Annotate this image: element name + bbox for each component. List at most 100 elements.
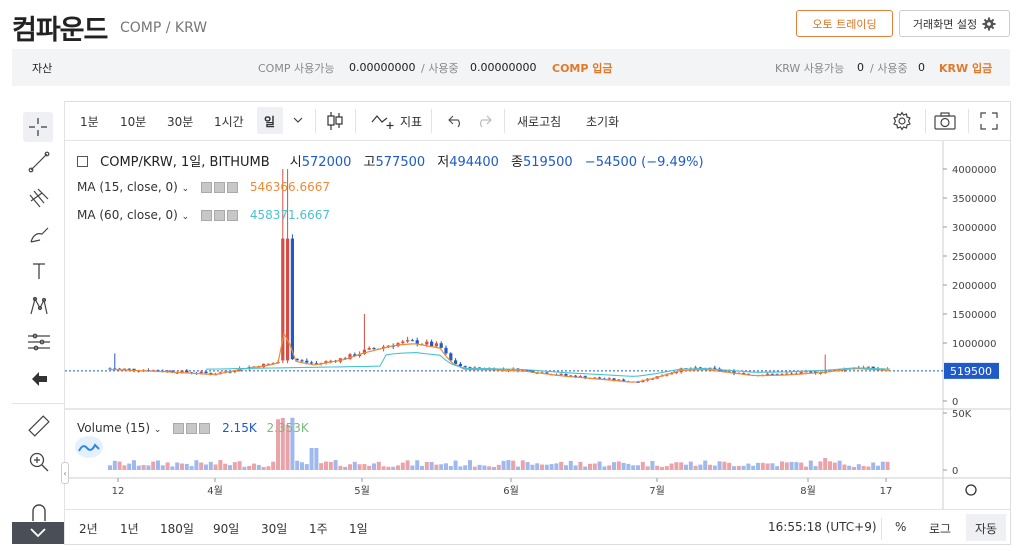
collapse-icon[interactable] [77,156,88,167]
chevron-down-icon[interactable] [293,117,303,124]
change-value: −54500 (−9.49%) [584,155,704,170]
prediction-icon[interactable] [26,329,52,355]
volume-bar [828,461,832,470]
collapse-left-button[interactable]: ‹ [61,462,69,484]
volume-bar [679,462,684,470]
gear-icon[interactable] [214,210,226,221]
ma-controls[interactable] [201,208,240,222]
candle-body [698,367,702,369]
range-2y[interactable]: 2년 [79,522,98,536]
screen-settings-label: 거래화면 설정 [912,17,978,31]
volume-bar [712,465,717,470]
chevron-down-icon[interactable]: ⌄ [181,212,190,222]
candle-body [166,370,170,372]
fullscreen-icon[interactable] [980,112,998,130]
range-1w[interactable]: 1주 [309,522,328,536]
candle-body [185,370,189,373]
candle-body [439,343,443,348]
interval-10m[interactable]: 10분 [120,115,147,129]
close-icon[interactable] [227,210,239,221]
camera-icon[interactable] [934,112,956,130]
price-tick-label: 1500000 [952,310,997,321]
price-chart[interactable]: 4000000 3500000 3000000 2500000 2000000 15000… [65,141,1011,509]
magnet-icon[interactable] [26,499,52,525]
ma-controls[interactable] [201,180,240,194]
volume-bar [592,463,597,470]
interval-day[interactable]: 일 [264,115,276,129]
candle-body [866,366,870,368]
volume-bar [439,464,444,470]
range-180d[interactable]: 180일 [160,522,194,536]
indicator-icon[interactable] [371,112,395,130]
range-1y[interactable]: 1년 [120,522,139,536]
candle-body [228,371,232,373]
redo-icon[interactable] [476,114,492,128]
text-tool-icon[interactable] [26,258,52,284]
gear-icon[interactable] [186,423,198,434]
time-tick-label: 4월 [207,485,223,497]
brush-icon[interactable] [26,222,52,248]
candle-body [727,370,731,372]
chevron-down-icon[interactable]: ⌄ [153,425,162,435]
eye-icon[interactable] [173,423,185,434]
volume-tick-label: 0 [952,466,958,477]
volume-bar [453,460,458,470]
asset-label: 자산 [32,61,53,75]
gear-icon[interactable] [892,111,912,131]
krw-available-value: 0 [857,61,864,74]
candle-body [209,373,213,375]
volume-controls[interactable] [173,421,212,435]
indicator-label[interactable]: 지표 [400,115,423,129]
ma15-value: 546366.6667 [249,180,331,194]
gear-icon [982,17,996,30]
eye-icon[interactable] [201,182,213,193]
crosshair-icon[interactable] [23,112,53,142]
high-value: 577500 [375,155,426,170]
undo-icon[interactable] [448,114,464,128]
volume-bar [727,462,732,470]
volume-bar [722,461,727,470]
interval-1h[interactable]: 1시간 [214,115,244,129]
screen-settings-button[interactable]: 거래화면 설정 [899,10,1010,37]
chevron-down-icon[interactable]: ⌄ [181,184,190,194]
auto-trading-button[interactable]: 오토 트레이딩 [796,10,893,37]
chart-logo [75,436,103,458]
back-arrow-icon[interactable] [26,366,52,392]
volume-bar [458,466,463,470]
range-90d[interactable]: 90일 [213,522,240,536]
ruler-icon[interactable] [26,413,52,439]
axis-gear-icon[interactable] [965,484,977,496]
gear-icon[interactable] [214,182,226,193]
percent-toggle[interactable]: % [895,520,907,534]
volume-bar [621,462,626,470]
reset-button[interactable]: 초기화 [586,115,620,129]
close-icon[interactable] [199,423,211,434]
comp-deposit-link[interactable]: COMP 입금 [552,61,613,75]
interval-30m[interactable]: 30분 [167,115,194,129]
krw-deposit-link[interactable]: KRW 입금 [939,61,993,75]
pattern-icon[interactable] [26,293,52,319]
eye-icon[interactable] [201,210,213,221]
chart-topbar: 1분 10분 30분 1시간 일 지표 새로고침 초기화 [65,101,1011,141]
divider [504,109,505,133]
candle-body [305,360,309,363]
fib-tool-icon[interactable] [26,185,52,211]
expand-toolbar-button[interactable] [12,522,64,544]
log-toggle[interactable]: 로그 [929,522,952,536]
refresh-button[interactable]: 새로고침 [517,115,562,129]
volume-bar [669,463,674,470]
range-1d[interactable]: 1일 [349,522,368,536]
trend-line-icon[interactable] [26,149,52,175]
close-icon[interactable] [227,182,239,193]
interval-1m[interactable]: 1분 [80,115,99,129]
candle-body [401,341,405,344]
auto-toggle[interactable]: 자동 [975,522,998,536]
range-30d[interactable]: 30일 [261,522,288,536]
drawing-toolbar [12,101,65,545]
zoom-in-icon[interactable] [26,449,52,475]
ma15-label: MA (15, close, 0) [77,180,178,194]
volume-bar [165,462,170,470]
candle-type-icon[interactable] [326,111,344,131]
candle-body [444,347,448,354]
close-value: 519500 [523,155,573,170]
